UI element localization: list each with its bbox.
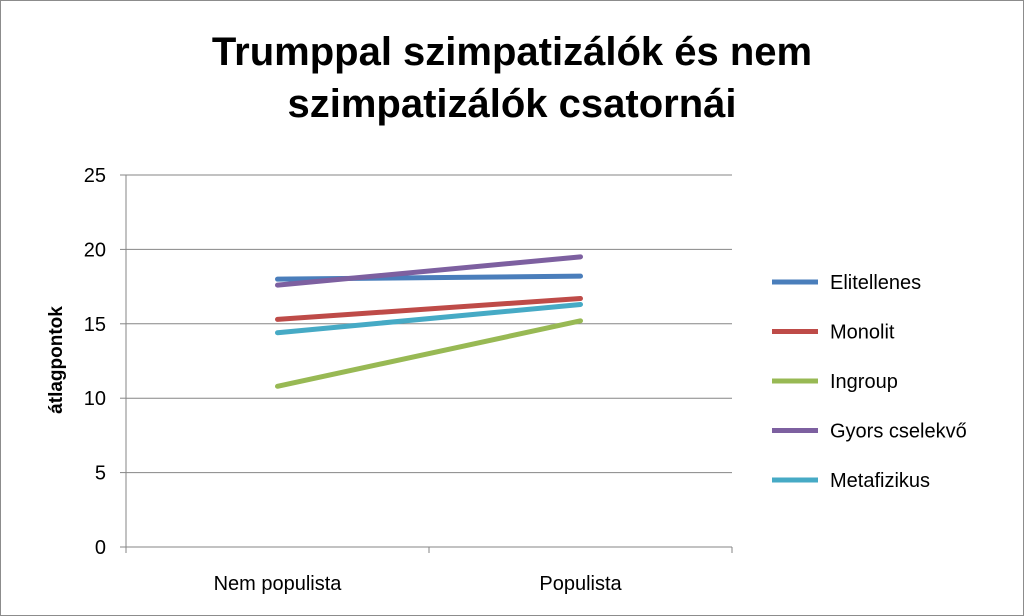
chart-title-line-1: Trumppal szimpatizálók és nem: [211, 30, 813, 74]
y-tick-labels: 0 5 10 15 20 25: [84, 165, 106, 559]
legend-label: Metafizikus: [830, 470, 930, 492]
y-tick-label: 20: [84, 239, 106, 261]
y-tick-label: 10: [84, 388, 106, 410]
x-tick-label: Nem populista: [214, 573, 343, 595]
series-line-ingroup: [275, 318, 583, 389]
series-line-gyors-cselekvő: [275, 254, 583, 288]
chart-title-line-2: szimpatizálók csatornái: [287, 82, 737, 126]
gridlines: [126, 174, 732, 474]
series-lines: [275, 254, 583, 389]
series-line-metafizikus: [275, 301, 583, 336]
axes: [120, 174, 733, 553]
x-tick-labels: Nem populista Populista: [214, 573, 623, 595]
legend-label: Gyors cselekvő: [830, 421, 967, 443]
y-tick-label: 25: [84, 165, 106, 187]
x-tick-label: Populista: [539, 573, 622, 595]
legend: Elitellenes Monolit Ingroup Gyors cselekvő M…: [772, 272, 967, 492]
y-axis-title: átlagpontok: [46, 306, 67, 414]
legend-label: Ingroup: [830, 371, 898, 393]
legend-label: Elitellenes: [830, 272, 921, 294]
legend-label: Monolit: [830, 322, 895, 344]
y-tick-label: 5: [95, 463, 106, 485]
chart-title: Trumppal szimpatizálók és nem szimpatizá…: [0, 26, 1024, 130]
series-line-monolit: [275, 296, 583, 322]
y-tick-label: 15: [84, 314, 106, 336]
y-tick-label: 0: [95, 537, 106, 559]
